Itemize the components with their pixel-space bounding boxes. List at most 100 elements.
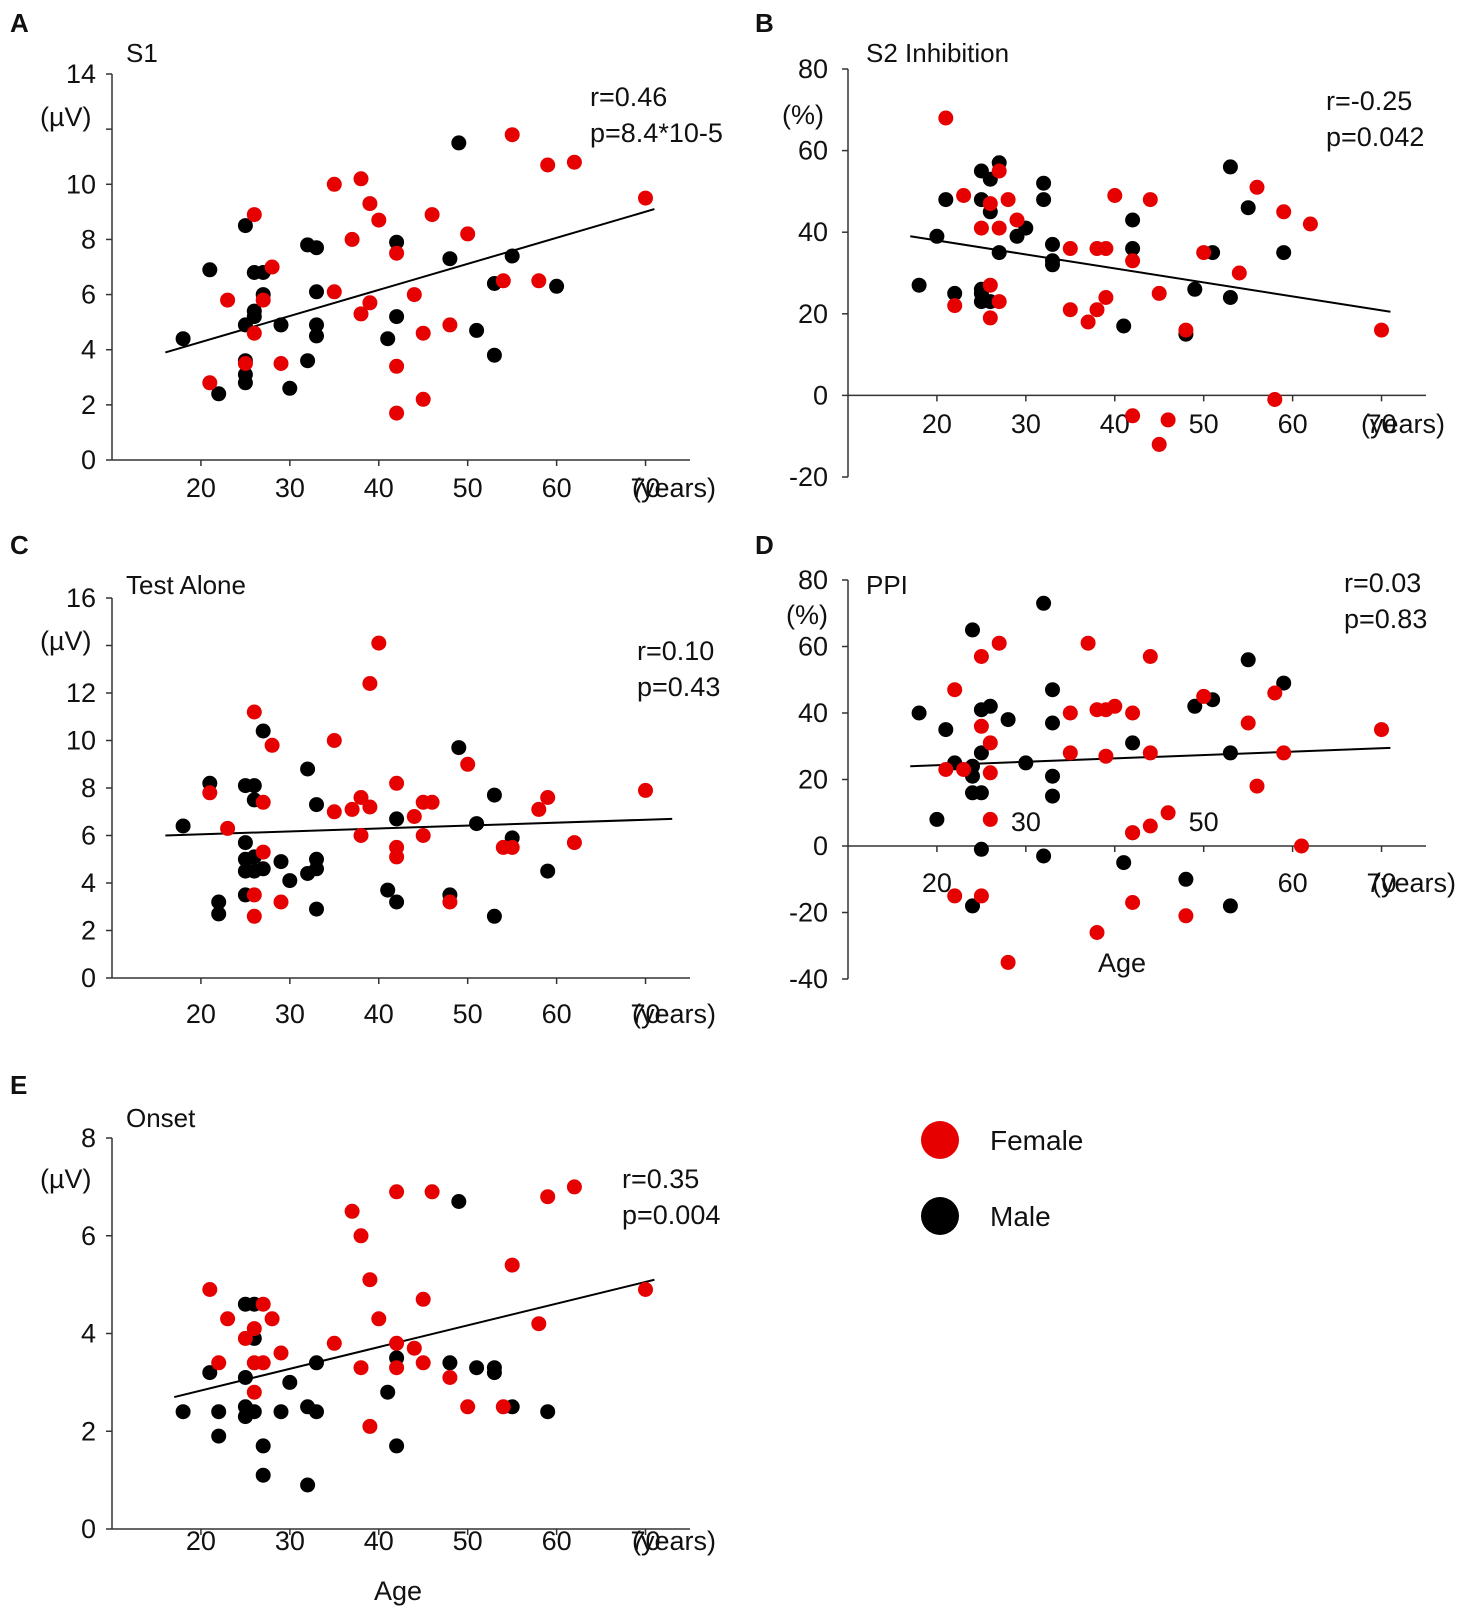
panel-d-stat-r: r=0.03: [1344, 568, 1421, 598]
panel-c-y-tick-label: 10: [66, 726, 96, 756]
panel-a-point-male: [442, 251, 458, 267]
panel-e-point-female: [389, 1184, 405, 1200]
panel-e-point-female: [237, 1330, 253, 1346]
panel-e-point-female: [326, 1335, 342, 1351]
panel-a-point-female: [442, 317, 458, 333]
panel-b-point-female: [1107, 188, 1123, 203]
panel-c-point-female: [246, 908, 262, 924]
panel-e-point-female: [389, 1335, 405, 1351]
panel-e-point-male: [486, 1365, 502, 1381]
panel-a-point-male: [202, 262, 218, 278]
panel-d-point-female: [1142, 649, 1158, 664]
panel-a-x-tick-label: 40: [364, 473, 394, 503]
panel-d-point-male: [929, 811, 945, 827]
panel-e-x-title: Age: [374, 1576, 422, 1606]
panel-a-point-male: [389, 309, 405, 325]
panel-a-point-female: [566, 154, 582, 170]
panel-c-point-female: [406, 809, 422, 824]
panel-a-x-tick-label: 20: [186, 473, 216, 503]
panel-c-point-male: [237, 835, 253, 851]
panel-c-y-tick-label: 8: [81, 773, 96, 803]
panel-e-point-female: [362, 1272, 378, 1288]
panel-c-x-tick-label: 40: [364, 999, 394, 1029]
panel-a: A S1 (µV) r=0.46 p=8.4*10-5 (years) 0 2 4 6…: [10, 8, 723, 503]
panel-e-point-male: [309, 1355, 324, 1371]
panel-b-point-male: [1116, 318, 1132, 334]
panel-d-y-tick-label: 60: [798, 632, 828, 662]
panel-d-point-male: [1045, 715, 1060, 731]
panel-e-point-female: [362, 1418, 378, 1434]
panel-b-point-male: [911, 277, 927, 293]
panel-e-y-tick-label: 4: [81, 1319, 96, 1349]
panel-e-point-female: [202, 1282, 218, 1297]
panel-d-point-female: [1098, 748, 1114, 764]
panel-d-y-tick-label: 0: [813, 831, 828, 861]
panel-a-point-female: [362, 196, 378, 212]
panel-d-point-female: [1240, 715, 1256, 731]
panel-e-x-tick-label: 60: [542, 1526, 572, 1556]
panel-b-point-male: [1125, 241, 1141, 256]
panel-d-point-female: [982, 765, 998, 781]
panel-a-y-tick-label: 8: [81, 224, 96, 254]
panel-e-point-male: [389, 1438, 405, 1454]
panel-d-point-female: [947, 888, 963, 904]
panel-c-point-female: [202, 785, 218, 801]
panel-d-x-tick-label: 20: [922, 868, 952, 898]
panel-c-y-tick-label: 16: [66, 583, 96, 613]
panel-b-point-female: [982, 310, 998, 326]
panel-b: B S2 Inhibition (%) r=-0.25 p=0.042 (yea…: [755, 8, 1445, 492]
panel-e-point-male: [175, 1404, 191, 1420]
panel-a-unit: (µV): [40, 102, 92, 132]
panel-b-point-female: [1231, 265, 1247, 281]
panel-e-point-female: [353, 1228, 369, 1244]
panel-a-y-tick-label: 14: [66, 59, 96, 89]
panel-c-point-female: [442, 894, 458, 910]
panel-e-point-male: [237, 1370, 253, 1385]
panel-b-x-tick-label: 30: [1011, 409, 1041, 439]
panel-d-point-female: [1000, 954, 1016, 970]
panel-d-point-female: [1062, 745, 1078, 761]
panel-e-point-female: [406, 1340, 422, 1356]
panel-d-point-male: [965, 622, 980, 638]
panel-b-point-male: [1187, 281, 1203, 297]
panel-c-point-male: [540, 863, 556, 879]
panel-d-point-male: [1178, 871, 1194, 887]
panel-b-point-female: [1196, 245, 1212, 261]
panel-e-point-female: [442, 1370, 458, 1385]
panel-d-point-female: [938, 762, 954, 777]
panel-e-point-female: [344, 1203, 360, 1219]
panel-e-point-female: [424, 1184, 440, 1200]
panel-a-point-male: [300, 353, 316, 369]
panel-b-unit: (%): [782, 100, 824, 130]
panel-c-y-tick-label: 4: [81, 868, 96, 898]
panel-e-point-male: [211, 1428, 227, 1444]
panel-a-point-female: [353, 306, 369, 322]
panel-b-title: S2 Inhibition: [866, 38, 1009, 68]
panel-e-y-tick-label: 8: [81, 1123, 96, 1153]
panel-a-point-male: [211, 386, 227, 402]
panel-a-point-female: [326, 284, 342, 300]
panel-b-x-tick-label: 70: [1367, 409, 1397, 439]
panel-c-x-tick-label: 60: [542, 999, 572, 1029]
panel-c-point-female: [362, 676, 378, 691]
panel-b-point-female: [1178, 322, 1194, 338]
panel-b-point-female: [982, 196, 998, 212]
panel-d-point-male: [1222, 745, 1238, 761]
panel-a-point-male: [389, 234, 405, 250]
panel-c-point-male: [255, 723, 271, 739]
panel-a-point-female: [389, 245, 405, 261]
panel-b-point-female: [1125, 253, 1141, 269]
panel-a-point-male: [451, 135, 467, 151]
panel-e-point-male: [202, 1365, 218, 1381]
panel-a-point-female: [273, 356, 289, 371]
panel-a-point-male: [486, 347, 502, 363]
panel-d-point-female: [1142, 818, 1158, 834]
panel-a-point-female: [344, 231, 360, 247]
panel-e-point-female: [460, 1399, 476, 1415]
panel-b-point-male: [1240, 200, 1256, 216]
panel-b-point-female: [982, 277, 998, 293]
panel-c-point-female: [220, 820, 236, 836]
panel-a-point-male: [309, 328, 324, 344]
panel-a-point-male: [175, 331, 191, 347]
panel-d-point-female: [982, 811, 998, 827]
